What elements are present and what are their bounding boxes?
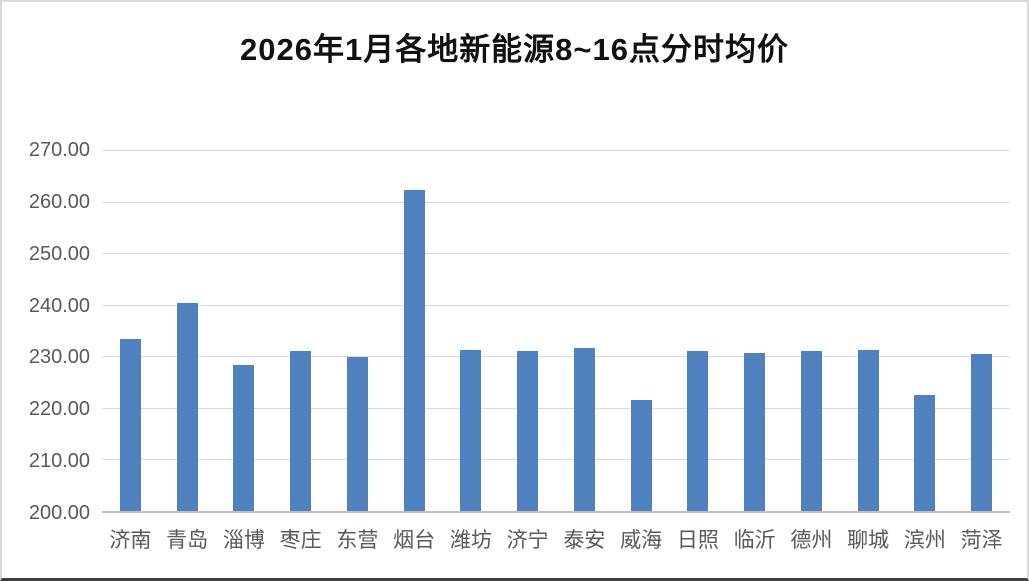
- bar-column-青岛: [159, 150, 216, 511]
- y-tick-label: 270.00: [28, 139, 90, 161]
- x-tick-label: 菏泽: [960, 529, 1003, 552]
- x-tick-label: 济宁: [506, 529, 549, 552]
- y-tick-label: 220.00: [28, 398, 90, 421]
- x-tick-label: 泰安: [563, 529, 606, 552]
- bar: [744, 353, 766, 511]
- x-tick-label: 东营: [336, 529, 379, 552]
- bar-column-菏泽: [953, 150, 1010, 511]
- bar: [460, 350, 482, 511]
- x-tick-label: 临沂: [733, 529, 776, 552]
- bar-column-烟台: [386, 150, 443, 511]
- bar-column-德州: [783, 150, 840, 511]
- bar-column-日照: [670, 150, 727, 511]
- gridline: [102, 356, 1010, 358]
- gridline: [102, 407, 1010, 409]
- gridline: [102, 201, 1010, 203]
- x-tick-label: 枣庄: [279, 529, 322, 552]
- bar-column-济宁: [499, 150, 556, 511]
- bar: [971, 354, 993, 511]
- bar-column-聊城: [840, 150, 897, 511]
- bar: [573, 347, 595, 511]
- y-tick-label: 250.00: [28, 242, 90, 265]
- bar-column-济南: [102, 150, 159, 511]
- bar: [517, 351, 539, 511]
- x-tick-label: 德州: [790, 529, 833, 552]
- bar-column-临沂: [726, 150, 783, 511]
- y-tick-label: 200.00: [28, 502, 90, 524]
- bar: [233, 364, 255, 511]
- gridline: [102, 150, 1010, 151]
- bar: [914, 394, 936, 511]
- bar-series: [102, 150, 1010, 511]
- bar: [857, 349, 879, 511]
- bar: [290, 351, 312, 511]
- bar-column-东营: [329, 150, 386, 511]
- gridline: [102, 253, 1010, 255]
- y-tick-label: 230.00: [28, 346, 90, 369]
- y-tick-label: 240.00: [28, 294, 90, 317]
- x-tick-label: 威海: [620, 529, 663, 552]
- bar: [800, 350, 822, 511]
- x-tick-label: 济南: [109, 529, 152, 552]
- bar-column-滨州: [897, 150, 954, 511]
- x-tick-label: 滨州: [903, 529, 946, 552]
- x-tick-label: 日照: [676, 529, 719, 552]
- x-tick-label: 青岛: [166, 529, 209, 552]
- bar-column-泰安: [556, 150, 613, 511]
- x-tick-label: 潍坊: [449, 529, 492, 552]
- gridline: [102, 459, 1010, 461]
- x-axis-tick-labels: 济南 青岛 淄博 枣庄 东营 烟台 潍坊 济宁 泰安 威海 日照 临沂 德州 聊城 滨州 菏泽: [102, 524, 1010, 554]
- bar: [176, 302, 198, 511]
- gridline: [102, 304, 1010, 306]
- bar-column-潍坊: [443, 150, 500, 511]
- bar-column-威海: [613, 150, 670, 511]
- bar-column-淄博: [216, 150, 273, 511]
- bar: [687, 351, 709, 511]
- x-tick-label: 烟台: [393, 529, 436, 552]
- chart-title: 2026年1月各地新能源8~16点分时均价: [239, 32, 790, 67]
- bar: [119, 339, 141, 511]
- bar: [346, 356, 368, 511]
- y-axis-tick-labels: 200.00 210.00 220.00 230.00 240.00 250.00 260.…: [10, 139, 90, 524]
- bar: [630, 400, 652, 511]
- plot-area: [102, 150, 1010, 513]
- x-tick-label: 淄博: [222, 529, 265, 552]
- bar: [403, 190, 425, 511]
- y-tick-label: 210.00: [28, 450, 90, 473]
- y-tick-label: 260.00: [28, 190, 90, 213]
- x-tick-label: 聊城: [847, 529, 890, 552]
- bar-column-枣庄: [272, 150, 329, 511]
